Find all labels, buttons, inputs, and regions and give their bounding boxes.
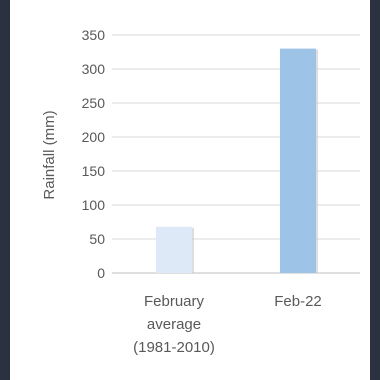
gridlines: [112, 34, 360, 274]
category-labels: February average (1981-2010) Feb-22: [133, 293, 322, 356]
category-label: Feb-22: [274, 293, 322, 310]
y-axis-label: Rainfall (mm): [41, 110, 58, 199]
y-tick-label: 0: [97, 265, 105, 281]
y-tick-labels: 0 50 100 150 200 250 300 350: [82, 27, 106, 281]
bar: [280, 48, 316, 273]
bar: [156, 226, 192, 273]
y-tick-label: 250: [82, 95, 106, 111]
y-tick-label: 100: [82, 197, 106, 213]
y-tick-label: 150: [82, 163, 106, 179]
y-tick-label: 300: [82, 61, 106, 77]
y-tick-label: 200: [82, 129, 106, 145]
chart-frame: 0 50 100 150 200 250 300 350 February average (19…: [10, 0, 370, 380]
bars: [156, 48, 318, 273]
category-label: February average (1981-2010): [133, 293, 215, 356]
rainfall-bar-chart: 0 50 100 150 200 250 300 350 February average (19…: [41, 27, 360, 356]
y-tick-label: 50: [89, 231, 105, 247]
y-tick-label: 350: [82, 27, 106, 43]
